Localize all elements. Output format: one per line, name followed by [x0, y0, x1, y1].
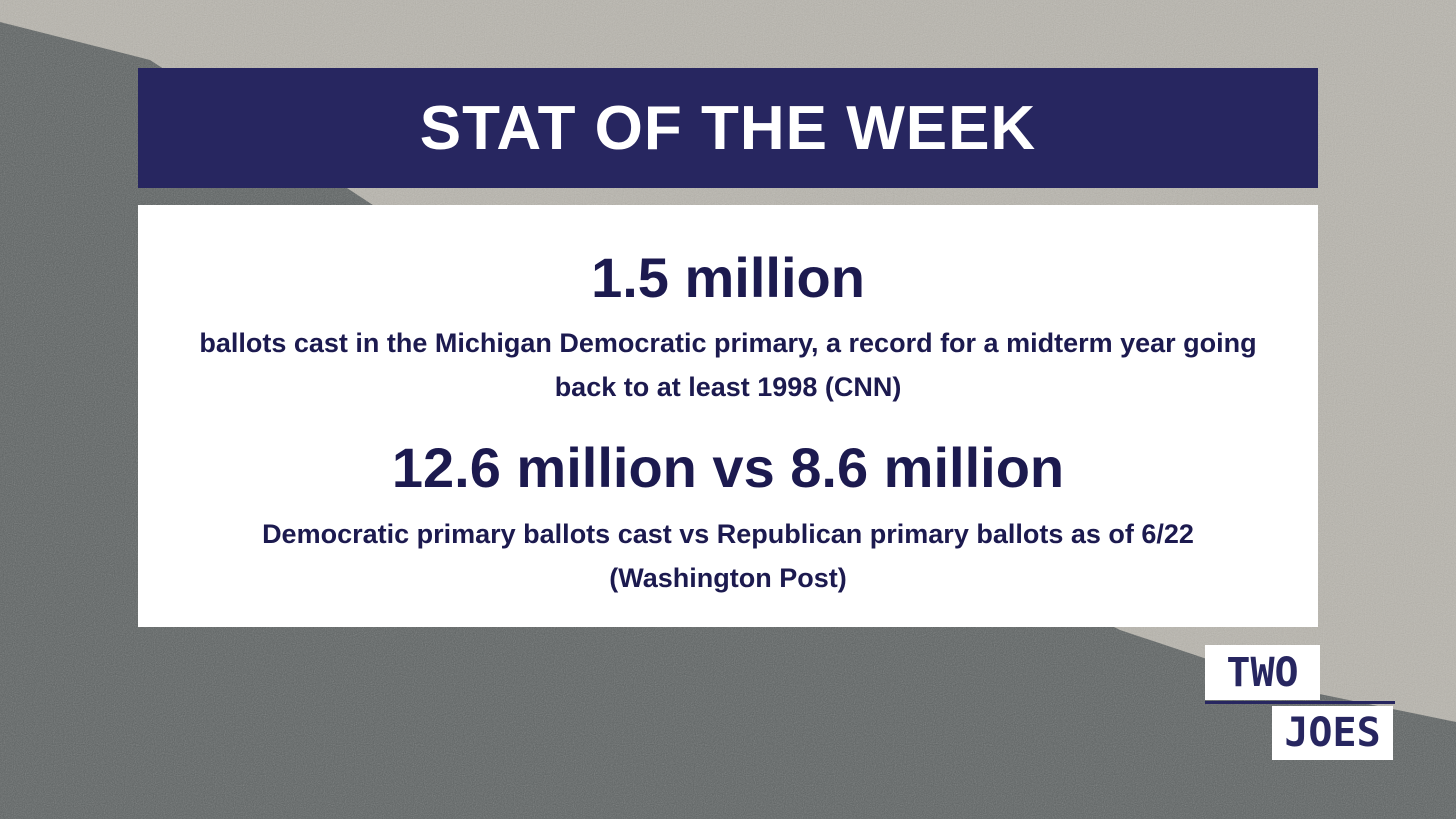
logo-rule: [1205, 701, 1395, 704]
stat-figure: 1.5 million: [591, 246, 865, 309]
stat-panel: 1.5 million ballots cast in the Michigan…: [138, 205, 1318, 627]
logo-top: TWO: [1205, 645, 1320, 700]
title: STAT OF THE WEEK: [419, 93, 1037, 163]
title-bar: STAT OF THE WEEK: [138, 68, 1318, 188]
stat-figure: 12.6 million vs 8.6 million: [391, 436, 1065, 499]
stat-description: ballots cast in the Michigan Democratic …: [199, 328, 1257, 402]
stat-description: Democratic primary ballots cast vs Repub…: [262, 519, 1194, 593]
logo-bottom: JOES: [1272, 706, 1393, 760]
